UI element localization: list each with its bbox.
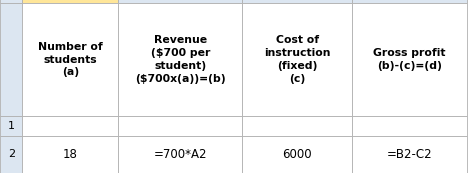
Bar <box>118 0 242 3</box>
Text: Revenue
($700 per
student)
($700x(a))=(b): Revenue ($700 per student) ($700x(a))=(b… <box>135 35 226 84</box>
Bar <box>242 136 352 173</box>
Text: Gross profit
(b)-(c)=(d): Gross profit (b)-(c)=(d) <box>373 48 446 71</box>
Text: 2: 2 <box>7 149 15 159</box>
Text: Cost of
instruction
(fixed)
(c): Cost of instruction (fixed) (c) <box>264 35 331 84</box>
Text: =B2-C2: =B2-C2 <box>387 148 432 161</box>
Bar <box>0 0 22 3</box>
Bar <box>242 116 352 136</box>
Text: 18: 18 <box>63 148 78 161</box>
Text: 6000: 6000 <box>283 148 312 161</box>
Text: Number of
students
(a): Number of students (a) <box>38 42 103 78</box>
Bar <box>352 0 467 3</box>
Bar <box>118 136 242 173</box>
Bar <box>352 136 467 173</box>
Bar <box>352 116 467 136</box>
Bar <box>22 136 118 173</box>
Bar <box>22 116 118 136</box>
Bar <box>0 3 22 116</box>
Bar <box>118 116 242 136</box>
Bar <box>242 3 352 116</box>
Bar <box>352 3 467 116</box>
Text: =700*A2: =700*A2 <box>154 148 207 161</box>
Bar <box>0 136 22 173</box>
Text: 1: 1 <box>8 121 15 131</box>
Bar <box>118 3 242 116</box>
Bar <box>22 3 118 116</box>
Bar <box>242 0 352 3</box>
Bar <box>22 0 118 3</box>
Bar <box>0 116 22 136</box>
